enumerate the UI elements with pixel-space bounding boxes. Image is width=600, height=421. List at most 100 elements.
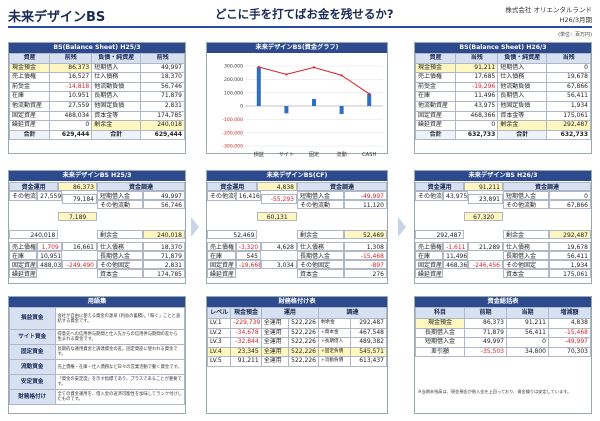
cell: 長期借入金 — [415, 327, 465, 339]
header-cell: 負債・純資産 — [497, 53, 548, 64]
glossary-desc: 全ての資金運用を、借入金の返済可能性を加味してランク付けしたものです。 — [54, 389, 185, 405]
funds-summary-panel: 資金総括表 科目 前期 当期 増減額 現金預金 86,373 91,211 4,838… — [414, 296, 592, 414]
statement-cell: 10,951 — [37, 251, 62, 260]
future-bs-title: 未来デザインBS(CF) — [207, 171, 387, 181]
x-tick-label: 流動 — [336, 150, 346, 158]
statement-cell: 売上債権 — [415, 242, 444, 251]
cell: 0 — [49, 120, 93, 131]
statement-cell: 67,320 — [464, 212, 503, 221]
statement-cell: -55,293 — [261, 194, 297, 204]
line-point-4 — [368, 92, 371, 95]
statement-cell: 11,120 — [343, 200, 387, 209]
header-cell: 前残 — [49, 53, 93, 64]
statement-cell: 在庫 — [207, 251, 236, 260]
x-tick-label: 損益 — [254, 150, 264, 158]
statement-cell: 短期借入金 — [97, 191, 143, 200]
bs-h26-panel: BS(Balance Sheet) H26/3 資産 当残 負債・純資産 当残 … — [414, 42, 592, 154]
table-row: 長期借入金 71,879 56,411 -15,468 — [415, 327, 591, 339]
cell: 差引額 — [415, 346, 465, 358]
cell: 19,678 — [546, 72, 591, 83]
cell: 56,411 — [506, 327, 549, 339]
table-row: 在庫 10,951 長期借入 71,879 — [8, 91, 185, 102]
statement-cell: -15,468 — [343, 251, 387, 260]
unit-label: (単位：百万円) — [558, 32, 592, 38]
table-row: 売上債権 17,685 仕入債務 19,678 — [414, 72, 591, 83]
glossary-panel: 用語集 損益資金 会社が自由に使える資金の源泉 (利益の蓄積)。「稼ぐ」ことと直結… — [8, 296, 186, 414]
cell: 合計 — [91, 129, 142, 141]
table-row: 短期借入金 49,997 0 -49,997 — [415, 337, 591, 348]
statement-cell: 545 — [235, 251, 261, 260]
table-row: 他流動資産 43,975 他固定負債 1,934 — [414, 100, 591, 112]
chart-title: 未来デザインBS(資金グラフ) — [207, 43, 387, 53]
cell: 0 — [455, 120, 499, 131]
x-tick-label: サイト — [279, 151, 295, 158]
header-cell: 前期 — [464, 307, 507, 319]
cell: 他流動資産 — [414, 100, 457, 112]
statement-cell: 0 — [548, 191, 591, 200]
x-tick-label: CASH — [362, 152, 376, 158]
cell: 前受金 — [414, 81, 457, 93]
cell: 292,487 — [350, 318, 387, 329]
glossary-row: 固定資金 長期的な運用資金と調達資金の差。固定資産に使われる資金です。 — [9, 344, 185, 360]
cell: 174,785 — [140, 110, 185, 122]
glossary-term: 損益資金 — [9, 307, 56, 330]
statement-cell: 在庫 — [415, 251, 444, 260]
rating-table: レベル 現金預金 運用 調達 LV.1 -229,739 全運用 522,226 剰余金… — [206, 307, 388, 367]
header-cell: 運用 — [260, 307, 319, 319]
statement-cell: 繰延資産 — [415, 269, 444, 278]
statement-cell: 49,997 — [142, 191, 185, 200]
funds-note: ※当期末残高は、現金預金が借入金を上回っており、資金繰りは安定しています。 — [418, 389, 572, 394]
glossary-table: 損益資金 会社が自由に使える資金の源泉 (利益の蓄積)。「稼ぐ」ことと直結する資金… — [9, 307, 185, 405]
cell: 71,879 — [464, 327, 507, 339]
y-tick-label: -200,000 — [222, 130, 243, 136]
glossary-row: サイト資金 得意先への信用供与期間と仕入先からの信用供与期間の差から生まれる資金で… — [9, 329, 185, 345]
cell: 剰余金 — [91, 120, 142, 131]
table-row: 現金預金 91,211 短期借入 0 — [414, 62, 591, 74]
statement-cell: -1,611 — [443, 242, 468, 251]
cell: -19,296 — [455, 81, 499, 93]
statement-cell: 23,891 — [467, 194, 503, 204]
cell: 前受金 — [8, 81, 51, 93]
cell: 売上債権 — [8, 72, 51, 83]
statement-cell: -249,490 — [61, 260, 97, 269]
cell: -35,503 — [464, 346, 507, 358]
page-question: どこに手を打てばお金を残せるか? — [215, 7, 394, 21]
cell: -14,818 — [49, 81, 93, 93]
cell: 16,527 — [49, 72, 93, 83]
statement-cell: 174,785 — [142, 269, 185, 278]
cell: 売上債権 — [414, 72, 457, 83]
statement-cell: 292,487 — [415, 230, 465, 239]
cell: 175,061 — [546, 110, 591, 122]
statement-cell: 91,211 — [464, 182, 503, 191]
cumulative-line — [258, 66, 370, 95]
statement-cell: 71,879 — [142, 251, 185, 260]
statement-cell: 21,289 — [467, 242, 503, 251]
glossary-row: 安定資金 「資金の安定度」を示す指標であり、プラスであることが重要です。 — [9, 374, 185, 390]
statement-cell: 468,366 — [443, 260, 468, 269]
y-tick-label: 0 — [240, 104, 243, 110]
cell: 0 — [506, 337, 549, 348]
header-cell: 前残 — [140, 53, 185, 64]
statement-cell: 86,373 — [58, 182, 97, 191]
statement-cell: 資金運用 — [9, 182, 59, 191]
statement-cell: 27,559 — [37, 191, 62, 201]
cell: 489,382 — [350, 337, 387, 348]
cell: 56,746 — [140, 81, 185, 93]
cell: LV.2 — [206, 327, 232, 339]
statement-cell: 固定資産 — [207, 260, 236, 269]
statement-cell: 276 — [343, 269, 387, 278]
statement-cell: -19,668 — [235, 260, 261, 269]
statement-cell: 仕入債務 — [503, 242, 549, 251]
rating-panel: 財務格付け表 レベル 現金預金 運用 調達 LV.1 -229,739 全運用 522… — [206, 296, 388, 414]
cell: 86,373 — [49, 62, 93, 74]
cell: +流動負債 — [317, 356, 352, 367]
cell: LV.1 — [206, 318, 232, 329]
header-cell: 当残 — [455, 53, 499, 64]
statement-cell: 資本金 — [297, 269, 344, 278]
cell: 468,366 — [455, 110, 499, 122]
cell: 522,226 — [287, 318, 319, 329]
table-row: LV.2 -34,678 全運用 522,226 +資本金 467,548 — [206, 327, 387, 339]
statement-cell: 剰余金 — [503, 230, 549, 239]
statement-cell: 仕入債務 — [297, 242, 344, 251]
statement-cell: 仕入債務 — [97, 242, 143, 251]
